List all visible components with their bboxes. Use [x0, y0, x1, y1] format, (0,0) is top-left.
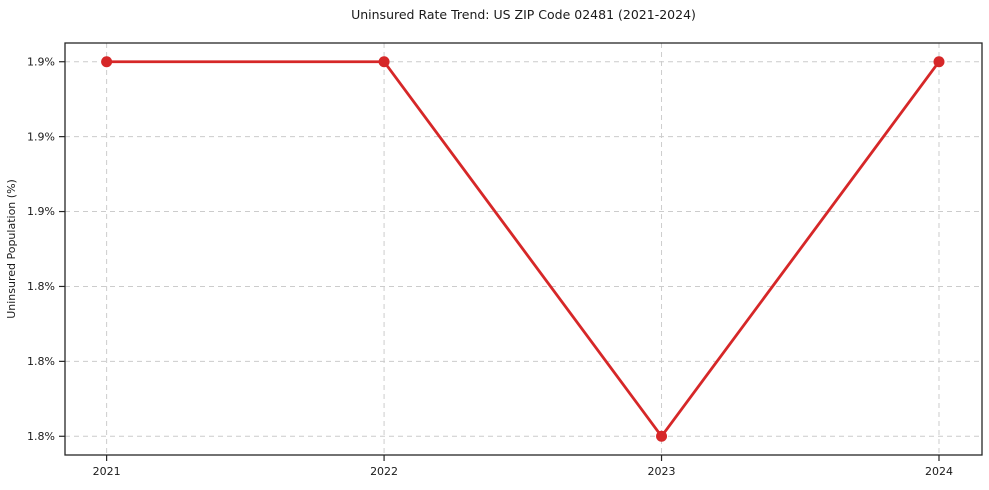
x-tick-label: 2022 [370, 465, 398, 478]
data-point-marker [933, 56, 945, 68]
x-tick-label: 2023 [648, 465, 676, 478]
y-tick-label: 1.9% [27, 130, 55, 143]
trend-line [105, 60, 941, 438]
y-axis-label: Uninsured Population (%) [5, 179, 18, 319]
data-point-marker [378, 56, 390, 68]
data-point-marker [656, 430, 668, 442]
plot-border [64, 42, 983, 456]
data-point-marker [101, 56, 113, 68]
gridlines [65, 43, 982, 455]
data-series [101, 56, 945, 442]
x-tick-label: 2024 [925, 465, 953, 478]
axis-ticks: 1.8% 1.8% 1.8% 1.9% 1.9% 1.9% 2021 2022 2023 2024 [27, 55, 953, 478]
chart-title: Uninsured Rate Trend: US ZIP Code 02481 … [351, 7, 696, 22]
y-tick-label: 1.9% [27, 55, 55, 68]
y-tick-label: 1.8% [27, 355, 55, 368]
y-tick-label: 1.8% [27, 430, 55, 443]
x-tick-label: 2021 [93, 465, 121, 478]
y-tick-label: 1.9% [27, 205, 55, 218]
y-tick-label: 1.8% [27, 280, 55, 293]
